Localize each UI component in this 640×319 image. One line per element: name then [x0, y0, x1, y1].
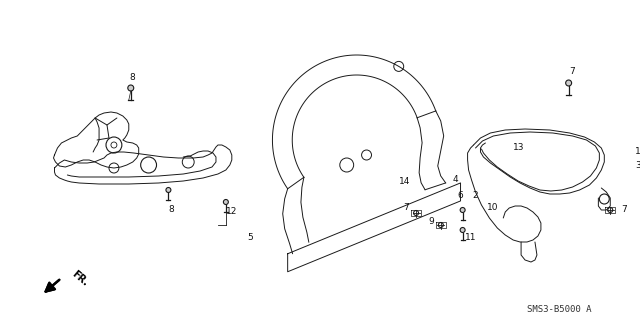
Circle shape [128, 85, 134, 91]
Circle shape [460, 207, 465, 212]
Text: 14: 14 [399, 177, 410, 187]
Circle shape [460, 227, 465, 233]
Circle shape [223, 199, 228, 204]
Circle shape [566, 80, 572, 86]
Text: 5: 5 [248, 234, 253, 242]
Text: 2: 2 [473, 190, 478, 199]
Circle shape [166, 188, 171, 192]
Text: 8: 8 [168, 205, 174, 214]
Text: 10: 10 [486, 204, 498, 212]
Text: 8: 8 [129, 73, 134, 83]
Text: 11: 11 [465, 234, 476, 242]
Text: 1: 1 [635, 147, 640, 157]
Text: 13: 13 [513, 144, 525, 152]
Text: 12: 12 [226, 207, 237, 217]
Text: 3: 3 [635, 160, 640, 169]
Text: 6: 6 [458, 190, 463, 199]
Text: 9: 9 [428, 218, 434, 226]
Text: 7: 7 [569, 68, 575, 77]
Text: FR.: FR. [69, 268, 90, 288]
Text: 7: 7 [621, 205, 627, 214]
Text: 4: 4 [453, 175, 458, 184]
Text: 7: 7 [403, 204, 409, 212]
Text: SMS3-B5000 A: SMS3-B5000 A [527, 306, 592, 315]
